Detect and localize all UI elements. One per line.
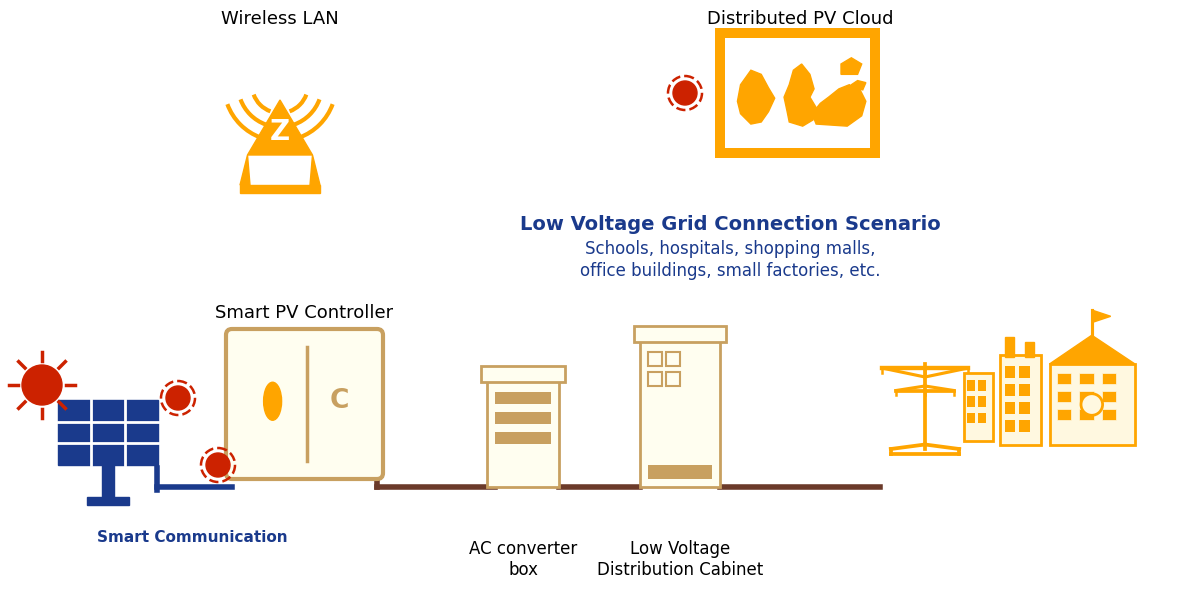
Bar [634, 326, 726, 342]
Polygon shape [784, 64, 816, 126]
Bar [102, 464, 114, 500]
Bar [240, 185, 320, 193]
Bar [978, 396, 985, 407]
Polygon shape [851, 81, 866, 90]
Bar [1019, 420, 1030, 432]
Polygon shape [1050, 335, 1135, 364]
Bar [496, 432, 551, 444]
Polygon shape [1092, 310, 1111, 323]
Text: AC converter
box: AC converter box [469, 540, 577, 579]
Bar [1102, 409, 1116, 420]
Bar [967, 396, 974, 407]
Circle shape [1081, 394, 1103, 415]
Bar [1004, 384, 1015, 396]
Text: Wireless LAN: Wireless LAN [221, 10, 338, 28]
Text: Distributed PV Cloud: Distributed PV Cloud [707, 10, 893, 28]
Circle shape [206, 453, 230, 477]
Polygon shape [240, 155, 250, 185]
Bar [1102, 373, 1116, 384]
Bar [496, 392, 551, 404]
Text: C: C [330, 388, 349, 414]
Bar [1019, 366, 1030, 377]
Bar [1050, 364, 1135, 445]
Text: Schools, hospitals, shopping malls,: Schools, hospitals, shopping malls, [584, 240, 875, 258]
Bar [1057, 409, 1072, 420]
Text: Low Voltage Grid Connection Scenario: Low Voltage Grid Connection Scenario [520, 215, 941, 234]
Bar [1102, 391, 1116, 402]
Text: Smart Communication: Smart Communication [97, 530, 287, 545]
Bar [1057, 391, 1072, 402]
Text: Low Voltage
Distribution Cabinet: Low Voltage Distribution Cabinet [596, 540, 763, 579]
FancyBboxPatch shape [226, 329, 383, 479]
Bar [715, 28, 880, 158]
Text: Smart PV Controller: Smart PV Controller [216, 304, 394, 322]
Polygon shape [812, 84, 866, 126]
Bar [964, 373, 992, 441]
Polygon shape [841, 58, 862, 74]
Ellipse shape [264, 382, 282, 420]
Bar [725, 38, 870, 148]
Bar [1004, 420, 1015, 432]
Bar [978, 412, 985, 423]
Bar [1019, 384, 1030, 396]
Bar [640, 340, 720, 487]
Bar [1079, 409, 1093, 420]
Text: office buildings, small factories, etc.: office buildings, small factories, etc. [580, 262, 881, 280]
Bar [967, 412, 974, 423]
Bar [1079, 373, 1093, 384]
Bar [1079, 391, 1093, 402]
Bar [1000, 355, 1040, 445]
Bar [1004, 366, 1015, 377]
Circle shape [673, 81, 697, 105]
Bar [58, 400, 158, 464]
Circle shape [22, 365, 62, 405]
Bar [1057, 373, 1072, 384]
Bar [1025, 341, 1034, 357]
Circle shape [166, 386, 190, 410]
Bar [1004, 402, 1015, 414]
Text: Z: Z [270, 119, 290, 147]
Bar [1019, 402, 1030, 414]
Polygon shape [738, 70, 775, 124]
Bar [487, 380, 559, 487]
Bar [666, 352, 680, 366]
Bar [481, 366, 565, 382]
Polygon shape [310, 155, 320, 185]
Bar [666, 372, 680, 386]
Bar [648, 372, 662, 386]
Bar [978, 380, 985, 391]
Bar [88, 497, 128, 505]
Bar [648, 465, 712, 479]
Bar [967, 380, 974, 391]
Bar [1004, 337, 1014, 357]
Polygon shape [247, 100, 312, 155]
Bar [648, 352, 662, 366]
Bar [496, 412, 551, 424]
